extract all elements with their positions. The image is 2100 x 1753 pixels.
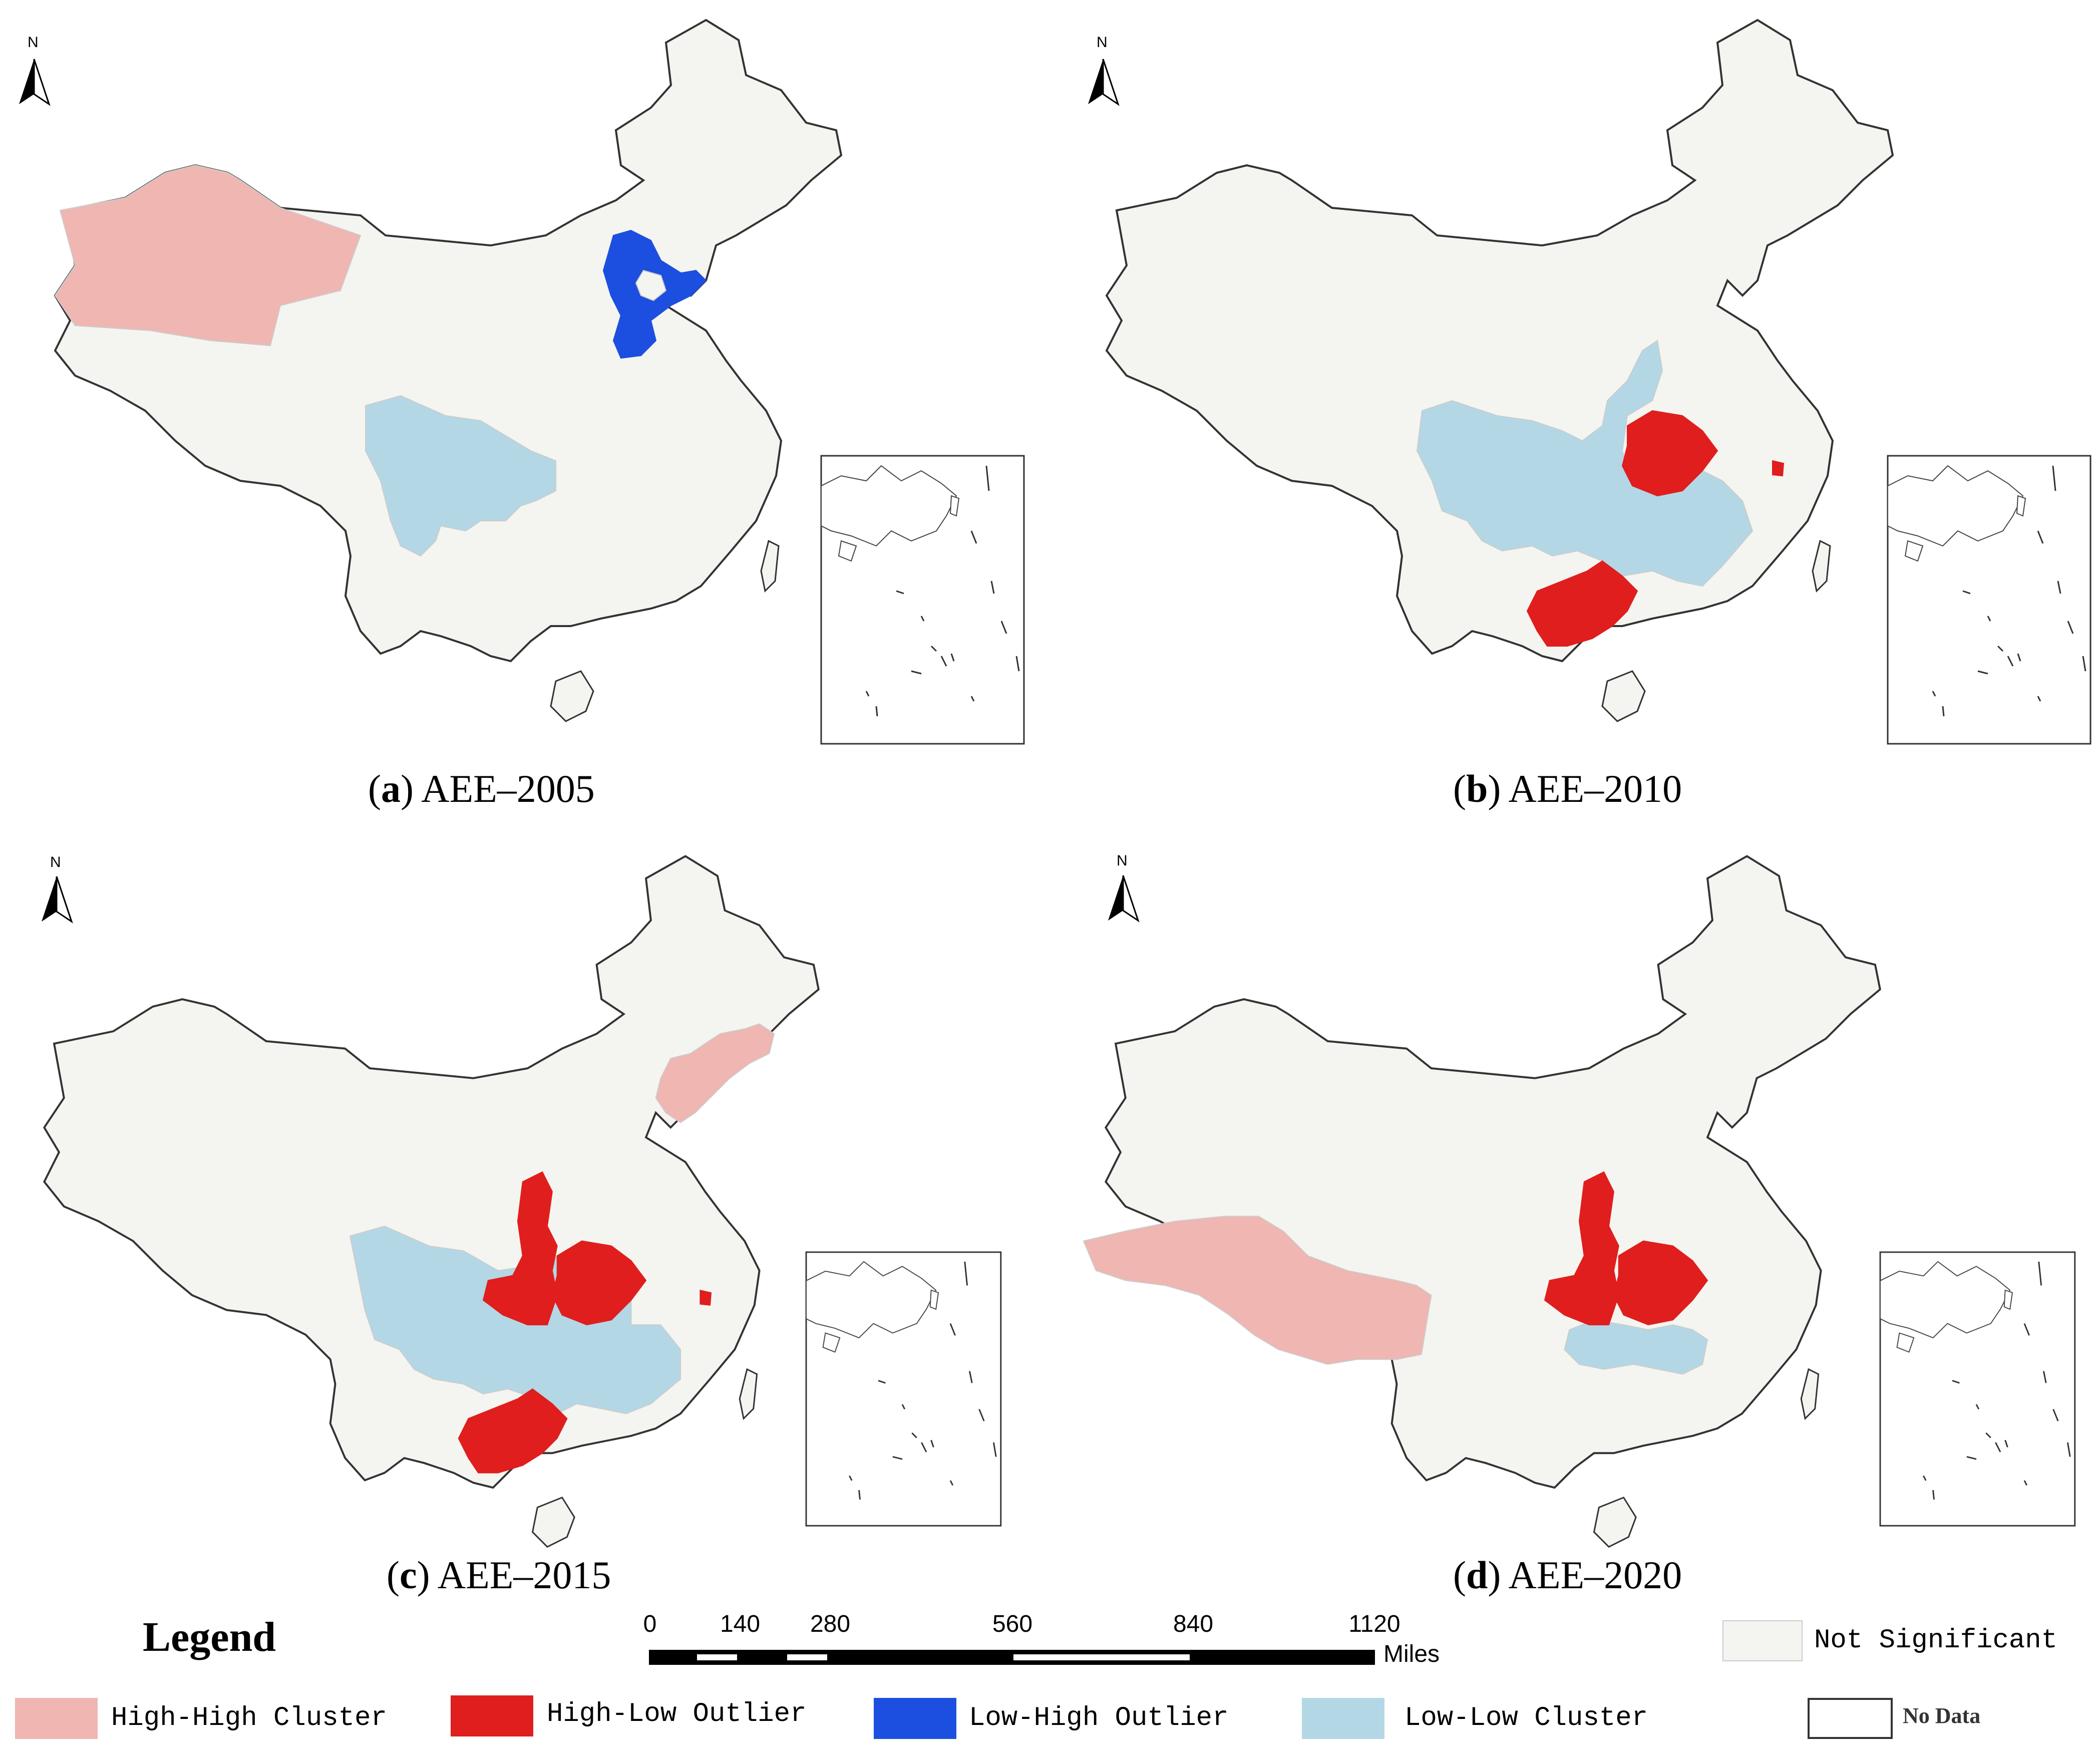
legend-swatch-no-data [1808, 1698, 1893, 1739]
inset-map-a [820, 455, 1025, 745]
caption-letter-c: c [399, 1553, 417, 1597]
inset-map-c [805, 1251, 1002, 1527]
scale-bar [649, 1650, 1375, 1665]
legend-swatch-high-high [15, 1698, 98, 1739]
caption-title-c: AEE–2015 [437, 1553, 611, 1597]
map-panel-a: N (a) AEE–2005 [0, 0, 1050, 851]
caption-b: (b) AEE–2010 [1453, 767, 1682, 810]
legend-swatch-low-low [1302, 1698, 1384, 1739]
region-shanghai-high-low [1772, 460, 1784, 476]
north-arrow-icon [18, 58, 50, 105]
caption-letter-a: a [381, 767, 401, 810]
inset-map-d [1879, 1251, 2076, 1527]
caption-letter-b: b [1466, 767, 1488, 810]
scale-tick-140: 140 [720, 1611, 761, 1637]
north-arrow-icon [41, 875, 73, 923]
caption-letter-d: d [1466, 1553, 1488, 1597]
caption-title-d: AEE–2020 [1508, 1553, 1682, 1597]
map-d [1083, 855, 2076, 1548]
legend-swatch-not-significant [1722, 1620, 1803, 1661]
taiwan-b [1812, 540, 1831, 592]
region-shanghai-high-low-c [699, 1290, 712, 1306]
china-outline-a [54, 19, 842, 662]
map-a [54, 19, 1025, 745]
legend-label-not-significant: Not Significant [1814, 1625, 2058, 1656]
hainan-c [532, 1497, 575, 1548]
scale-tick-280: 280 [810, 1611, 851, 1637]
taiwan-d [1800, 1368, 1820, 1419]
taiwan-c [739, 1368, 758, 1419]
north-label-a: N [28, 34, 39, 51]
map-panel-d: N (d) AEE–2020 [1052, 821, 2100, 1603]
map-b [1106, 19, 2091, 745]
scale-tick-560: 560 [992, 1611, 1033, 1637]
north-arrow-icon [1087, 58, 1119, 105]
hainan-a [550, 670, 594, 722]
scale-tick-840: 840 [1173, 1611, 1214, 1637]
china-outline-b [1106, 19, 1894, 662]
hainan-b [1601, 670, 1646, 722]
legend-label-high-high: High-High Cluster [111, 1703, 387, 1733]
hainan-d [1593, 1497, 1637, 1548]
legend-label-low-low: Low-Low Cluster [1405, 1703, 1648, 1733]
legend-title: Legend [143, 1614, 276, 1660]
north-label-d: N [1117, 852, 1128, 869]
map-c [43, 855, 1002, 1548]
scale-tick-1120: 1120 [1348, 1611, 1401, 1637]
scale-unit: Miles [1383, 1641, 1440, 1667]
inset-map-b [1887, 455, 2091, 745]
north-arrow-icon [1107, 874, 1139, 922]
caption-a: (a) AEE–2005 [368, 767, 595, 810]
caption-title-a: AEE–2005 [421, 767, 595, 810]
north-label-c: N [50, 854, 61, 870]
china-outline-c [43, 855, 820, 1489]
legend-swatch-high-low [451, 1695, 533, 1736]
north-label-b: N [1097, 34, 1108, 51]
legend-label-low-high: Low-High Outlier [969, 1703, 1229, 1733]
legend-label-high-low: High-Low Outlier [547, 1699, 807, 1729]
map-panel-b: N (b) AEE–2010 [1052, 0, 2100, 851]
scale-tick-0: 0 [643, 1611, 657, 1637]
caption-d: (d) AEE–2020 [1453, 1553, 1682, 1597]
caption-c: (c) AEE–2015 [387, 1553, 611, 1597]
legend-swatch-low-high [874, 1698, 956, 1739]
legend-label-no-data: No Data [1903, 1703, 1981, 1728]
caption-title-b: AEE–2010 [1508, 767, 1682, 810]
map-panel-c: N (c) AEE–2015 [0, 821, 1050, 1603]
china-outline-d [1105, 855, 1881, 1489]
taiwan-a [760, 540, 780, 592]
